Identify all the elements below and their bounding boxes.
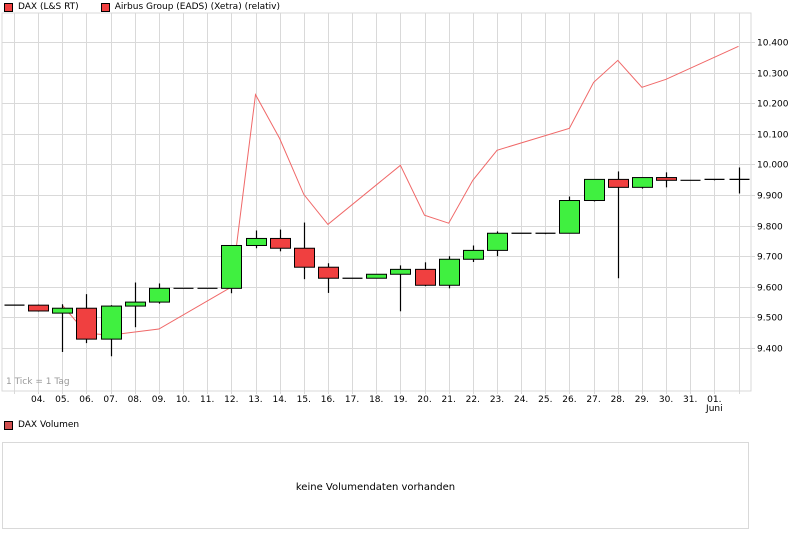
x-axis-label: 17. (345, 395, 359, 405)
x-axis-label: 18. (369, 395, 383, 405)
x-axis-label: 24. (514, 395, 528, 405)
x-axis-label: 13. (248, 395, 262, 405)
candle-body (294, 247, 315, 268)
candle-body (439, 258, 460, 286)
volume-legend-swatch (4, 420, 13, 430)
volume-empty-message: keine Volumendaten vorhanden (295, 482, 456, 493)
x-axis-label: 10. (176, 395, 190, 405)
x-axis-label: 14. (272, 395, 286, 405)
y-axis-label: 9.700 (757, 253, 783, 263)
legend-item-airbus: Airbus Group (EADS) (Xetra) (relativ) (100, 2, 281, 12)
y-axis-label: 10.100 (757, 131, 789, 141)
x-axis-label: 05. (55, 395, 69, 405)
y-axis-label: 10.000 (757, 161, 789, 171)
candle-body (559, 200, 580, 234)
candle-body (318, 266, 339, 279)
candle-body (246, 237, 267, 246)
candle-body (125, 301, 146, 307)
x-axis-label: 15. (297, 395, 311, 405)
x-axis-label: 30. (659, 395, 673, 405)
candle-body (52, 307, 73, 314)
x-axis-label: 16. (321, 395, 335, 405)
x-axis-label: 07. (103, 395, 117, 405)
tick-note: 1 Tick = 1 Tag (6, 377, 70, 387)
x-axis-label: 06. (79, 395, 93, 405)
y-axis-label: 10.200 (757, 100, 789, 110)
legend-swatch-airbus (100, 2, 110, 12)
candle-body (415, 268, 436, 286)
volume-legend-label: DAX Volumen (18, 420, 80, 430)
y-axis-label: 9.600 (757, 284, 783, 294)
y-axis-label: 10.400 (757, 39, 789, 49)
legend-label-dax: DAX (L&S RT) (18, 2, 79, 12)
x-axis-label: 04. (31, 395, 45, 405)
x-axis-label: 29. (635, 395, 649, 405)
x-axis-label: 08. (128, 395, 142, 405)
volume-legend: DAX Volumen (4, 420, 79, 430)
x-axis-label: 11. (200, 395, 214, 405)
y-axis-label: 9.800 (757, 223, 783, 233)
candle-body (463, 249, 484, 260)
candle-body (28, 304, 49, 312)
candle-body (76, 307, 97, 340)
x-axis-label: 01. (707, 395, 721, 405)
x-axis-label: 19. (393, 395, 407, 405)
y-axis-label: 9.500 (757, 314, 783, 324)
legend-swatch-dax (4, 2, 13, 12)
candle-body (366, 273, 387, 279)
candle-body (101, 305, 122, 340)
x-axis-label: 31. (683, 395, 697, 405)
x-axis-label: 23. (490, 395, 504, 405)
candle-body (608, 178, 629, 188)
x-axis-label: 09. (152, 395, 166, 405)
legend-item-dax: DAX (L&S RT) (4, 2, 79, 12)
candle-body (656, 177, 677, 181)
legend-label-airbus: Airbus Group (EADS) (Xetra) (relativ) (114, 2, 281, 12)
x-axis-label: 26. (562, 395, 576, 405)
x-axis-label: 22. (466, 395, 480, 405)
candle-body (584, 178, 605, 202)
x-axis-label: 21. (442, 395, 456, 405)
x-axis-label: 28. (611, 395, 625, 405)
candle-body (487, 232, 508, 251)
chart-legend: DAX (L&S RT) Airbus Group (EADS) (Xetra)… (4, 2, 280, 12)
x-axis-label: 27. (586, 395, 600, 405)
candle-body (221, 244, 242, 289)
candle-body (149, 287, 170, 303)
airbus-line (61, 45, 739, 336)
x-axis-label: 25. (538, 395, 552, 405)
candle-body (270, 237, 291, 249)
x-axis-label: 20. (417, 395, 431, 405)
x-axis-label: 12. (224, 395, 238, 405)
candle-body (632, 177, 653, 188)
price-chart: 10.400 10.300 10.200 10.100 10.000 9.900 9.800… (1, 12, 789, 414)
x-axis-sublabel: Juni (705, 404, 723, 414)
y-axis-label: 9.900 (757, 192, 783, 202)
y-axis-label: 10.300 (757, 70, 789, 80)
candle-body (390, 268, 411, 275)
y-axis-label: 9.400 (757, 345, 783, 355)
volume-panel: keine Volumendaten vorhanden (2, 442, 749, 529)
